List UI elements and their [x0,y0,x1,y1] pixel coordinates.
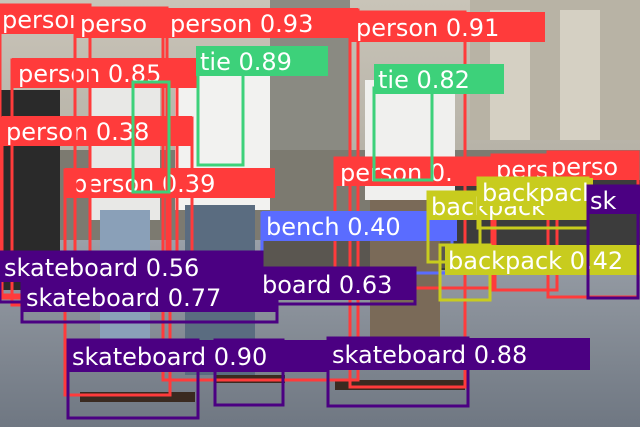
detection-skateboard-063: board 0.63 [228,266,417,306]
detection-person-038: person 0.38 [0,116,194,300]
detection-tie-082: tie 0.82 [372,64,504,182]
detection-label: board 0.63 [262,271,392,299]
label-bg [350,12,545,42]
label-bg [68,340,328,372]
label-bg [548,152,638,180]
detection-label: sk [590,187,617,215]
detection-label: backpack 0.42 [448,247,623,275]
label-bg [588,186,640,214]
label-bg [262,211,457,241]
label-bg [196,46,328,76]
box [131,80,171,194]
label-bg [0,252,262,282]
label-bg [22,282,277,312]
label-bg [2,116,192,146]
detection-label: person 0.93 [170,10,313,38]
detection-label: person 0. [340,159,453,187]
detection-label: skateboard 0.88 [332,341,527,369]
detection-backpack-b: backpack [476,176,596,230]
label-bg [478,178,593,206]
detection-label: skateboard 0.90 [72,343,267,371]
detection-label: perso [80,10,147,38]
label-bg [258,268,415,300]
detection-person-right: perso [546,150,640,299]
detection-label: person [2,6,84,34]
detection-tie-089: tie 0.89 [196,46,328,167]
detection-backpack-042: backpack 0.42 [438,243,640,302]
label-bg [374,64,504,94]
detection-skateboard-077: skateboard 0.77 [20,280,279,324]
detection-label: skateboard 0.77 [26,284,221,312]
detection-label: person 0.91 [356,14,499,42]
detection-label: skateboard 0.56 [4,254,199,282]
detection-label: perso [551,153,618,181]
box [196,68,245,167]
label-bg [0,4,88,34]
detection-label: backpack [482,179,596,207]
detection-person-perso-a: perso [73,6,169,260]
detection-person-topleft: person [0,3,92,297]
detection-skateboard-right: sk [586,184,640,300]
detection-label: bench 0.40 [266,213,401,241]
detection-skateboard-088: skateboard 0.88 [326,336,590,408]
detection-label: tie 0.89 [200,48,292,76]
detection-label: tie 0.82 [378,66,470,94]
detection-label: person 0.39 [72,170,215,198]
label-bg [163,8,358,38]
detection-skateboard-090: skateboard 0.90 [66,338,328,420]
detection-bench-040: bench 0.40 [260,211,457,275]
label-bg [75,8,167,38]
detection-label: person 0.38 [6,118,149,146]
label-bg [328,338,590,370]
detection-tie-left [131,80,171,194]
detection-person-091: person 0.91 [348,10,545,389]
label-bg [445,245,640,275]
